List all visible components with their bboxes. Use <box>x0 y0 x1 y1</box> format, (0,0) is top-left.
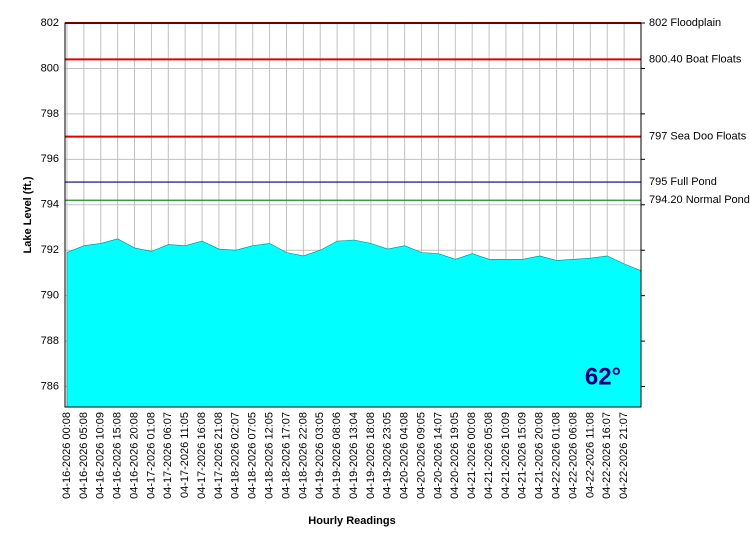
temperature-badge <box>579 356 627 398</box>
x-tick-label: 04-20-2026 04:08 <box>399 412 411 499</box>
x-tick-label: 04-21-2026 00:08 <box>466 412 478 499</box>
x-tick-label: 04-22-2026 06:08 <box>567 412 579 499</box>
x-tick-label: 04-20-2026 09:05 <box>415 412 427 499</box>
x-tick-label: 04-17-2026 21:08 <box>213 412 225 499</box>
x-tick-label: 04-20-2026 14:07 <box>432 412 444 499</box>
y-tick-label: 800 <box>41 62 59 74</box>
x-tick-label: 04-21-2026 05:08 <box>483 412 495 499</box>
x-tick-label: 04-22-2026 16:07 <box>601 412 613 499</box>
y-axis-title: Lake Level (ft.) <box>22 176 34 253</box>
x-tick-label: 04-22-2026 21:07 <box>618 412 630 499</box>
x-tick-label: 04-18-2026 02:07 <box>230 412 242 499</box>
x-tick-label: 04-17-2026 06:07 <box>162 412 174 499</box>
reference-label: 795 Full Pond <box>649 176 717 188</box>
x-tick-label: 04-19-2026 23:05 <box>382 412 394 499</box>
x-axis-title: Hourly Readings <box>308 515 395 527</box>
x-tick-label: 04-16-2026 20:08 <box>128 412 140 499</box>
x-tick-label: 04-21-2026 20:08 <box>534 412 546 499</box>
reference-label: 802 Floodplain <box>649 17 721 29</box>
reference-label: 797 Sea Doo Floats <box>649 131 747 143</box>
x-tick-label: 04-22-2026 01:08 <box>550 412 562 499</box>
x-tick-label: 04-18-2026 22:08 <box>297 412 309 499</box>
x-tick-label: 04-19-2026 18:08 <box>365 412 377 499</box>
x-tick-label: 04-19-2026 08:06 <box>331 412 343 499</box>
x-tick-label: 04-16-2026 00:08 <box>61 412 73 499</box>
x-tick-label: 04-16-2026 15:08 <box>112 412 124 499</box>
x-tick-label: 04-19-2026 13:04 <box>348 412 360 499</box>
y-tick-label: 794 <box>41 199 59 211</box>
x-tick-label: 04-16-2026 10:09 <box>95 412 107 499</box>
x-tick-label: 04-16-2026 05:08 <box>78 412 90 499</box>
x-tick-label: 04-18-2026 12:05 <box>263 412 275 499</box>
y-tick-label: 796 <box>41 153 59 165</box>
y-tick-label: 802 <box>41 17 59 29</box>
reference-label: 794.20 Normal Pond <box>649 194 750 206</box>
x-tick-label: 04-18-2026 17:07 <box>280 412 292 499</box>
y-tick-label: 786 <box>41 380 59 392</box>
y-tick-label: 792 <box>41 244 59 256</box>
x-tick-label: 04-22-2026 11:08 <box>584 412 596 498</box>
x-tick-label: 04-17-2026 11:05 <box>179 412 191 498</box>
reference-label: 800.40 Boat Floats <box>649 53 742 65</box>
y-tick-label: 788 <box>41 335 59 347</box>
x-tick-label: 04-20-2026 19:05 <box>449 412 461 499</box>
y-tick-label: 798 <box>41 108 59 120</box>
x-tick-label: 04-21-2026 15:09 <box>517 412 529 499</box>
x-tick-label: 04-17-2026 16:08 <box>196 412 208 499</box>
y-tick-label: 790 <box>41 290 59 302</box>
x-tick-label: 04-21-2026 10:09 <box>500 412 512 499</box>
x-tick-label: 04-17-2026 01:08 <box>145 412 157 499</box>
plot-frame <box>64 22 642 408</box>
level-area <box>66 238 642 408</box>
temperature: 62° <box>585 363 621 390</box>
x-tick-label: 04-19-2026 03:05 <box>314 412 326 499</box>
x-tick-label: 04-18-2026 07:05 <box>247 412 259 499</box>
